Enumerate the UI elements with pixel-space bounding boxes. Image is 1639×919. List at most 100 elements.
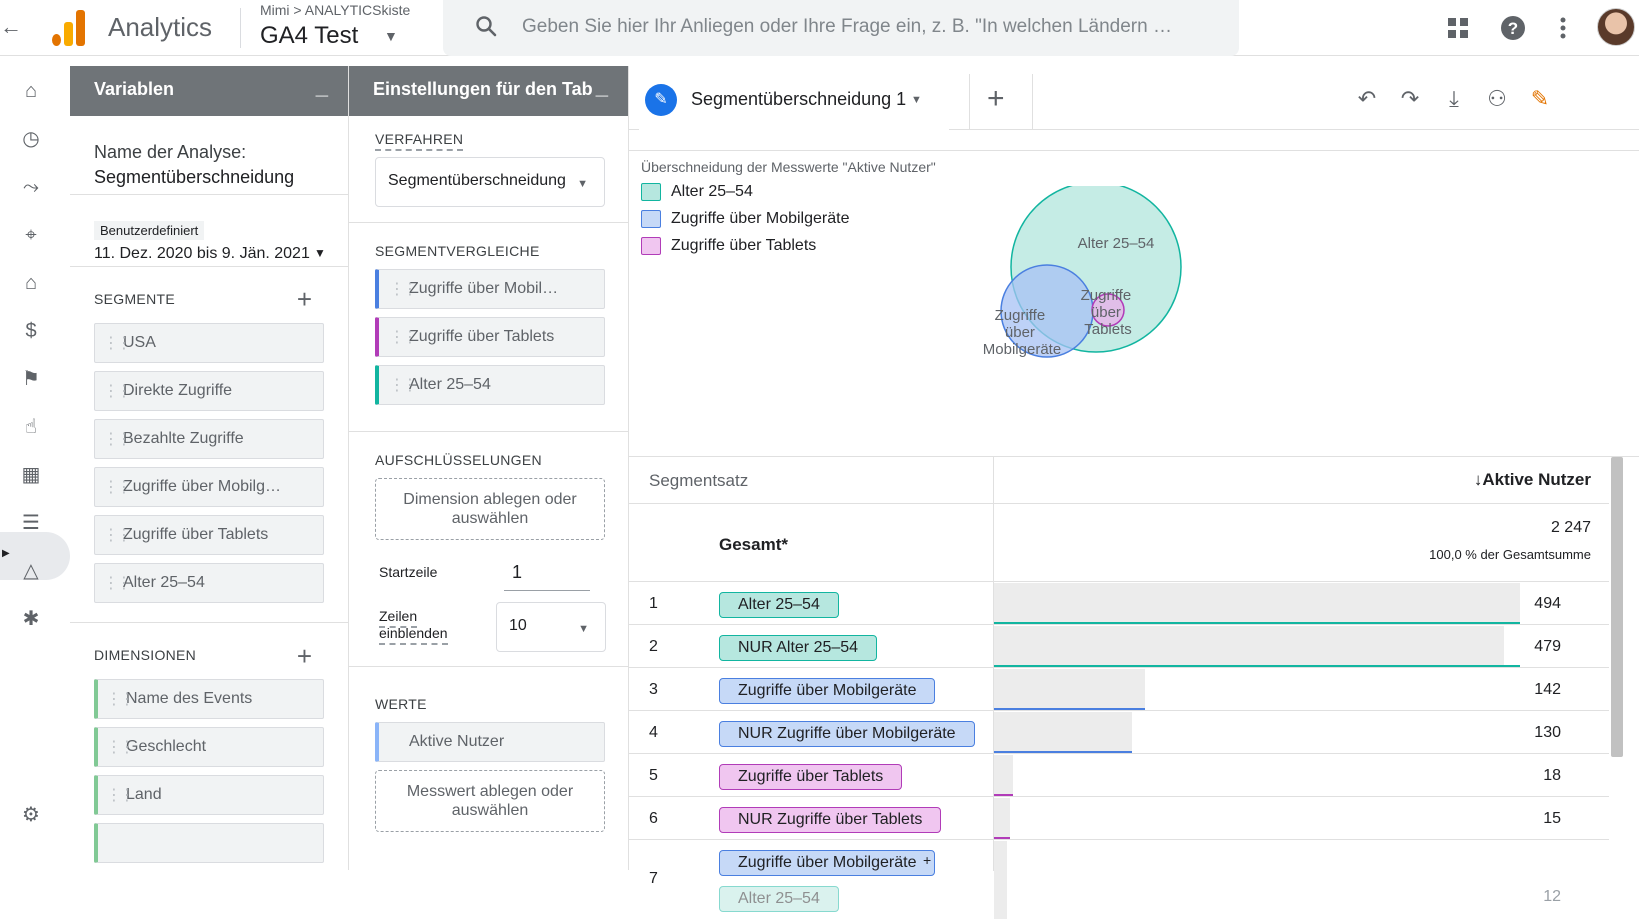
- home-icon[interactable]: ⌂: [24, 80, 38, 102]
- magnet-icon[interactable]: ⌖: [25, 224, 37, 246]
- segment-pill[interactable]: NUR Zugriffe über Mobilgeräte: [719, 721, 975, 747]
- help-icon[interactable]: ?: [1499, 14, 1527, 42]
- variables-title: Variablen: [94, 79, 175, 99]
- edit-pencil-icon[interactable]: ✎: [645, 84, 677, 116]
- segment-chip[interactable]: ⋮⋮ Zugriffe über Mobilg…: [94, 467, 324, 507]
- segment-compare-chip[interactable]: ⋮⋮ Alter 25–54: [375, 365, 605, 405]
- analysis-name-input[interactable]: Segmentüberschneidung: [94, 167, 295, 187]
- segment-chip[interactable]: ⋮⋮ Alter 25–54: [94, 563, 324, 603]
- row-index: 7: [649, 870, 658, 887]
- value-bar-line: [994, 794, 1013, 797]
- flag-icon[interactable]: ⚑: [22, 368, 40, 390]
- user-avatar[interactable]: [1597, 8, 1635, 46]
- metric-drop-zone[interactable]: Messwert ablegen oder auswählen: [375, 770, 605, 832]
- segment-chip[interactable]: ⋮⋮ Zugriffe über Tablets: [94, 515, 324, 555]
- segment-chip[interactable]: ⋮⋮ Bezahlte Zugriffe: [94, 419, 324, 459]
- table-row[interactable]: 5 Zugriffe über Tablets 18: [629, 753, 1609, 798]
- row-value: 12: [1543, 888, 1561, 905]
- clock-icon[interactable]: ◷: [22, 128, 40, 150]
- value-bar: [994, 841, 1007, 919]
- segment-pill[interactable]: NUR Alter 25–54: [719, 635, 878, 661]
- method-select[interactable]: Segmentüberschneidung ▼: [375, 157, 605, 207]
- venn-circle-tablet: [1091, 293, 1125, 327]
- value-bar: [994, 583, 1520, 625]
- caret-down-icon[interactable]: ▼: [384, 28, 398, 44]
- search-input[interactable]: Geben Sie hier Ihr Anliegen oder Ihre Fr…: [522, 16, 1172, 37]
- segment-pill[interactable]: Alter 25–54: [719, 592, 839, 618]
- caret-down-icon[interactable]: ▼: [911, 94, 922, 106]
- segment-chip[interactable]: ⋮⋮ Direkte Zugriffe: [94, 371, 324, 411]
- table-row[interactable]: 1 Alter 25–54 494: [629, 581, 1609, 626]
- table-row[interactable]: 4 NUR Zugriffe über Mobilgeräte 130: [629, 710, 1609, 755]
- column-header-segment-set: Segmentsatz: [649, 471, 749, 490]
- value-chip[interactable]: Aktive Nutzer: [375, 722, 605, 762]
- row-value: 479: [1534, 638, 1561, 655]
- chart-title: Überschneidung der Messwerte "Aktive Nut…: [641, 159, 936, 175]
- debug-icon[interactable]: ✱: [22, 608, 40, 630]
- table-row[interactable]: 3 Zugriffe über Mobilgeräte 142: [629, 667, 1609, 712]
- segment-pill[interactable]: Zugriffe über Mobilgeräte: [719, 678, 936, 704]
- value-bar-line: [994, 665, 1520, 668]
- analytics-logo[interactable]: [52, 10, 86, 46]
- dimensions-title: DIMENSIONEN: [94, 647, 197, 663]
- segment-compare-chip[interactable]: ⋮⋮ Zugriffe über Mobil…: [375, 269, 605, 309]
- undo-icon[interactable]: ↶: [1357, 86, 1377, 111]
- table-row[interactable]: 2 NUR Alter 25–54 479: [629, 624, 1609, 669]
- apps-grid-icon[interactable]: [1444, 14, 1472, 42]
- tab-settings-header: Einstellungen für den Tab _: [349, 66, 628, 116]
- segment-compare-chip[interactable]: ⋮⋮ Zugriffe über Tablets: [375, 317, 605, 357]
- dimension-chip[interactable]: ⋮⋮ Geschlecht: [94, 727, 324, 767]
- breakdown-drop-zone[interactable]: Dimension ablegen oder auswählen: [375, 478, 605, 540]
- segment-chip[interactable]: ⋮⋮ USA: [94, 323, 324, 363]
- explore-icon[interactable]: ▦: [21, 464, 41, 486]
- touch-icon[interactable]: ☝: [24, 416, 38, 438]
- minimize-icon[interactable]: _: [595, 74, 608, 99]
- add-segment-icon[interactable]: +: [296, 284, 312, 314]
- start-row-input[interactable]: 1: [504, 559, 590, 591]
- add-dimension-icon[interactable]: +: [296, 641, 312, 671]
- shapes-icon[interactable]: △: [23, 560, 39, 582]
- divider: [349, 666, 629, 667]
- caret-down-icon[interactable]: ▼: [314, 246, 326, 260]
- more-vert-icon[interactable]: [1549, 14, 1577, 42]
- dollar-icon[interactable]: $: [25, 320, 37, 342]
- column-header-active-users[interactable]: ↓Aktive Nutzer: [1473, 470, 1591, 489]
- search-bar[interactable]: [443, 0, 1239, 56]
- svg-text:?: ?: [1508, 19, 1518, 38]
- dimension-chip[interactable]: ⋮⋮ Land: [94, 775, 324, 815]
- segment-pill[interactable]: Zugriffe über Tablets: [719, 764, 903, 790]
- audience-icon[interactable]: ☰: [22, 512, 40, 534]
- date-range-selector[interactable]: 11. Dez. 2020 bis 9. Jän. 2021: [94, 245, 310, 262]
- rows-select[interactable]: 10 ▼: [496, 602, 606, 652]
- value-bar: [994, 669, 1145, 711]
- tag-icon[interactable]: ⌂: [24, 272, 38, 294]
- dimension-chip[interactable]: [94, 823, 324, 863]
- insights-icon[interactable]: ✎: [1530, 86, 1550, 111]
- table-row[interactable]: 7 Zugriffe über Mobilgeräte + Alter 25–54 12: [629, 839, 1609, 919]
- row-index: 6: [649, 810, 658, 827]
- total-percent: 100,0 % der Gesamtsumme: [1429, 547, 1591, 562]
- flow-icon[interactable]: ⤳: [23, 176, 39, 198]
- results-table: Segmentsatz ↓Aktive Nutzer Gesamt* 2 247…: [629, 456, 1639, 919]
- row-value: 130: [1534, 724, 1561, 741]
- tab-segment-overlap[interactable]: ✎ Segmentüberschneidung 1 ▼: [639, 74, 949, 130]
- segment-pill[interactable]: NUR Zugriffe über Tablets: [719, 807, 942, 833]
- property-selector[interactable]: GA4 Test: [260, 22, 359, 49]
- minimize-icon[interactable]: _: [315, 74, 328, 99]
- search-icon[interactable]: [474, 14, 498, 38]
- row-index: 5: [649, 767, 658, 784]
- add-tab-icon[interactable]: +: [987, 82, 1005, 115]
- back-arrow-icon[interactable]: ←: [0, 14, 22, 39]
- redo-icon[interactable]: ↷: [1400, 86, 1420, 111]
- dimension-chip[interactable]: ⋮⋮ Name des Events: [94, 679, 324, 719]
- share-icon[interactable]: ⚇: [1487, 86, 1507, 111]
- legend-swatch: [641, 237, 661, 255]
- account-breadcrumb[interactable]: Mimi > ANALYTICSkiste: [260, 2, 411, 18]
- settings-gear-icon[interactable]: ⚙: [22, 804, 40, 826]
- segment-pill[interactable]: Alter 25–54: [719, 886, 839, 912]
- scrollbar[interactable]: [1611, 457, 1623, 757]
- table-row[interactable]: 6 NUR Zugriffe über Tablets 15: [629, 796, 1609, 841]
- divider: [349, 431, 629, 432]
- download-icon[interactable]: ⤓: [1449, 86, 1459, 111]
- segment-pill[interactable]: Zugriffe über Mobilgeräte: [719, 850, 936, 876]
